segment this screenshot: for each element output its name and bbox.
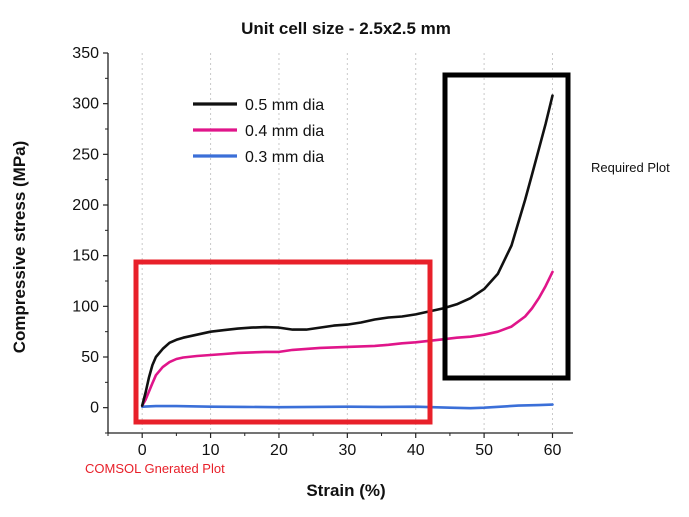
x-tick-label: 50	[475, 442, 493, 459]
series-line-0-5-mm-dia	[140, 94, 554, 407]
y-tick-label: 350	[72, 45, 99, 62]
legend-label: 0.4 mm dia	[245, 123, 324, 140]
x-axis-label: Strain (%)	[306, 481, 385, 500]
chart-title: Unit cell size - 2.5x2.5 mm	[241, 19, 451, 38]
y-tick-label: 100	[72, 298, 99, 315]
comsol-highlight-box	[133, 259, 433, 425]
comsol-plot-label: COMSOL Gnerated Plot	[85, 461, 225, 476]
x-tick-label: 0	[138, 442, 147, 459]
y-axis-label: Compressive stress (MPa)	[10, 141, 29, 354]
legend-label: 0.5 mm dia	[245, 97, 324, 114]
x-tick-label: 20	[270, 442, 288, 459]
series-line-0-4-mm-dia	[140, 270, 554, 407]
required-highlight-box	[442, 72, 571, 381]
y-tick-label: 0	[90, 400, 99, 417]
y-tick-label: 50	[81, 349, 99, 366]
y-tick-label: 250	[72, 146, 99, 163]
legend: 0.5 mm dia 0.4 mm dia 0.3 mm dia	[193, 97, 324, 166]
required-plot-label: Required Plot	[591, 160, 670, 175]
legend-label: 0.3 mm dia	[245, 149, 324, 166]
x-tick-label: 30	[338, 442, 356, 459]
y-tick-label: 300	[72, 96, 99, 113]
series-line-0-3-mm-dia	[140, 403, 554, 410]
y-tick-label: 150	[72, 248, 99, 265]
plot-area: 0 50 100 150 200 250 300 350 0 10 20 30 40 50 60	[72, 45, 573, 459]
y-tick-label: 200	[72, 197, 99, 214]
x-tick-label: 60	[544, 442, 562, 459]
x-tick-label: 10	[202, 442, 220, 459]
x-tick-label: 40	[407, 442, 425, 459]
